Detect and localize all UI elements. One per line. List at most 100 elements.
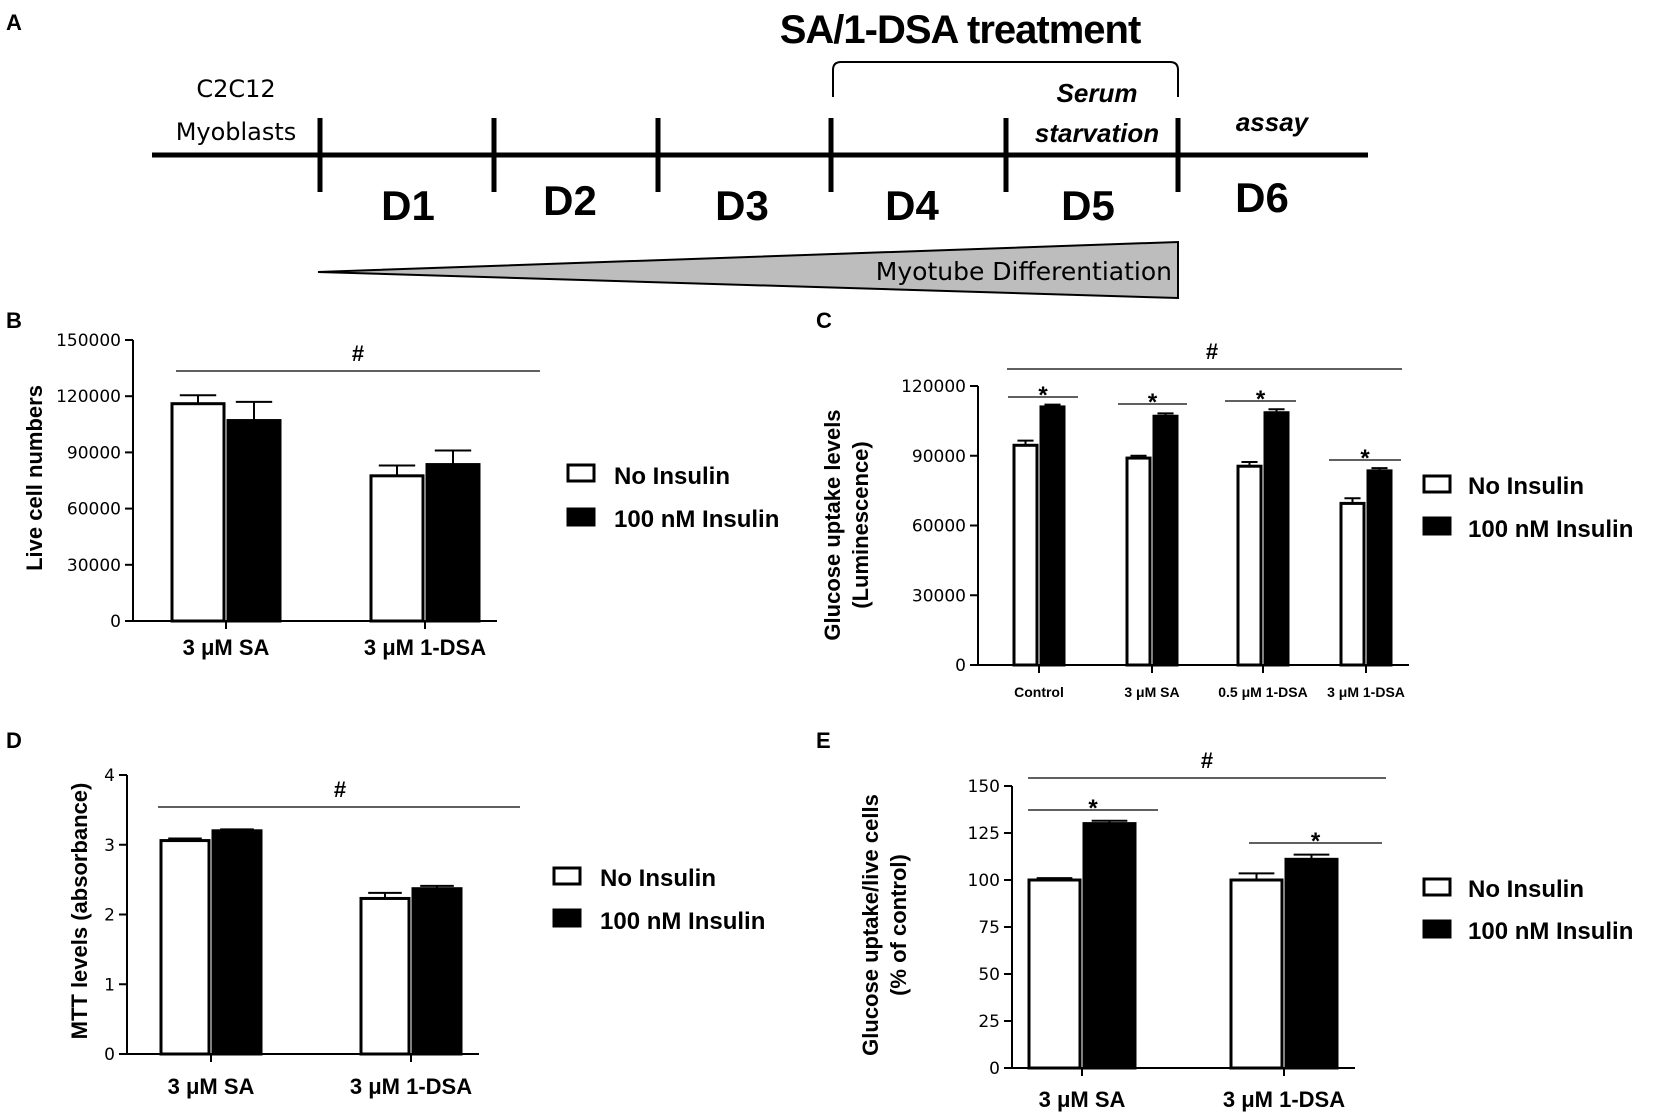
- day-label: D4: [885, 182, 939, 229]
- chart-glucose-uptake: 0 30000 60000 90000 120000 Control 3 μM SA 0.5 …: [820, 339, 1633, 700]
- bar-no-insulin: [359, 896, 411, 1056]
- chart-live-cells: 0 30000 60000 90000 120000 150000 3 μM SA 3 μM …: [22, 331, 779, 660]
- legend-e: No Insulin 100 nM Insulin: [1422, 876, 1633, 945]
- bar-no-insulin: [369, 474, 425, 623]
- y-tick-label: 150000: [56, 331, 121, 351]
- y-tick-label: 3: [104, 836, 115, 856]
- y-tick-label: 4: [104, 766, 115, 786]
- bar-insulin: [1039, 405, 1066, 667]
- significance-hash: #: [1206, 339, 1218, 364]
- bar-insulin: [211, 829, 263, 1056]
- legend-c: No Insulin 100 nM Insulin: [1422, 473, 1633, 543]
- x-category-label: 3 μM SA: [183, 635, 270, 660]
- y-tick-label: 50: [978, 965, 1000, 985]
- y-tick-label: 100: [968, 871, 1000, 891]
- y-tick-label: 1: [104, 975, 115, 995]
- x-category-label: 3 μM 1-DSA: [364, 635, 486, 660]
- y-axis-label: Glucose uptake levels: [820, 409, 845, 640]
- y-tick-label: 25: [978, 1012, 1000, 1032]
- day-label: D3: [715, 182, 769, 229]
- bar-no-insulin: [1125, 456, 1152, 667]
- bar-no-insulin: [1229, 878, 1284, 1070]
- timeline-panel: SA/1-DSA treatment C2C12 Myoblasts Serum…: [152, 8, 1368, 300]
- legend-label-insulin: 100 nM Insulin: [1468, 918, 1633, 945]
- legend-label-no-insulin: No Insulin: [1468, 473, 1584, 500]
- significance-hash: #: [334, 777, 346, 802]
- assay-label: assay: [1236, 107, 1310, 137]
- y-axis-label: (% of control): [886, 854, 911, 996]
- significance-hash: #: [352, 341, 364, 366]
- chart-glucose-per-cell: 0 25 50 75 100 125 150 3 μM SA 3 μM 1-DSA Glucose…: [858, 748, 1633, 1112]
- legend-label-insulin: 100 nM Insulin: [614, 506, 779, 533]
- bar-no-insulin: [1012, 443, 1039, 667]
- x-category-label: 3 μM SA: [1039, 1087, 1126, 1112]
- y-tick-label: 60000: [912, 517, 966, 537]
- day-label: D6: [1235, 174, 1289, 221]
- x-category-label: 3 μM 1-DSA: [350, 1074, 472, 1099]
- legend-label-no-insulin: No Insulin: [614, 463, 730, 490]
- y-tick-label: 120000: [56, 387, 121, 407]
- start-label-line2: Myoblasts: [176, 118, 297, 146]
- y-tick-label: 2: [104, 906, 115, 926]
- differentiation-label: Myotube Differentiation: [876, 257, 1172, 286]
- y-tick-label: 30000: [67, 556, 121, 576]
- serum-label-line2: starvation: [1035, 118, 1159, 148]
- y-axis-label: Live cell numbers: [22, 385, 47, 571]
- panel-label-b: B: [6, 308, 22, 333]
- y-tick-label: 0: [104, 1045, 115, 1065]
- legend-label-no-insulin: No Insulin: [600, 865, 716, 892]
- x-category-label: 3 μM SA: [1124, 684, 1179, 700]
- y-tick-label: 125: [968, 824, 1000, 844]
- y-axis-label: MTT levels (absorbance): [67, 783, 92, 1040]
- legend-label-no-insulin: No Insulin: [1468, 876, 1584, 903]
- bar-no-insulin: [159, 839, 211, 1056]
- legend-swatch-insulin: [552, 908, 582, 928]
- y-tick-label: 60000: [67, 500, 121, 520]
- bar-no-insulin: [1236, 464, 1263, 667]
- legend-swatch-no-insulin: [1422, 474, 1452, 494]
- y-tick-label: 90000: [912, 447, 966, 467]
- legend-swatch-no-insulin: [1422, 877, 1452, 897]
- start-label-line1: C2C12: [196, 75, 275, 103]
- y-tick-label: 0: [989, 1059, 1000, 1079]
- legend-label-insulin: 100 nM Insulin: [600, 908, 765, 935]
- bar-no-insulin: [170, 402, 226, 623]
- y-tick-label: 30000: [912, 586, 966, 606]
- significance-hash: #: [1201, 748, 1213, 773]
- panel-label-c: C: [816, 308, 832, 333]
- bar-insulin: [1152, 414, 1179, 667]
- legend-swatch-insulin: [566, 507, 596, 527]
- significance-star: *: [1148, 389, 1158, 416]
- y-tick-label: 0: [955, 656, 966, 676]
- legend-swatch-insulin: [1422, 919, 1452, 939]
- legend-b: No Insulin 100 nM Insulin: [566, 463, 779, 533]
- bar-insulin: [411, 887, 463, 1056]
- x-category-label: 3 μM 1-DSA: [1223, 1087, 1345, 1112]
- panel-label-a: A: [6, 10, 22, 35]
- serum-label-line1: Serum: [1057, 78, 1138, 108]
- significance-star: *: [1256, 386, 1266, 413]
- x-category-label: 3 μM 1-DSA: [1327, 684, 1405, 700]
- legend-label-insulin: 100 nM Insulin: [1468, 516, 1633, 543]
- bar-insulin: [226, 419, 282, 623]
- chart-mtt: 0 1 2 3 4 3 μM SA 3 μM 1-DSA MTT levels (absorb…: [67, 766, 765, 1099]
- x-category-label: 3 μM SA: [168, 1074, 255, 1099]
- significance-star: *: [1360, 445, 1370, 472]
- y-tick-label: 75: [978, 918, 1000, 938]
- bar-no-insulin: [1339, 501, 1366, 667]
- x-category-label: 0.5 μM 1-DSA: [1218, 684, 1307, 700]
- y-tick-label: 90000: [67, 443, 121, 463]
- y-tick-label: 150: [968, 777, 1000, 797]
- significance-star: *: [1038, 382, 1048, 409]
- panel-label-e: E: [816, 728, 831, 753]
- y-tick-label: 120000: [901, 377, 966, 397]
- differentiation-wedge: [317, 240, 1179, 300]
- treatment-bracket: [832, 61, 1179, 97]
- significance-star: *: [1311, 828, 1321, 855]
- legend-swatch-no-insulin: [566, 463, 596, 483]
- bar-insulin: [1366, 469, 1393, 667]
- treatment-title: SA/1-DSA treatment: [780, 8, 1141, 52]
- day-label: D5: [1061, 182, 1115, 229]
- legend-d: No Insulin 100 nM Insulin: [552, 865, 765, 935]
- bar-insulin: [1082, 822, 1137, 1070]
